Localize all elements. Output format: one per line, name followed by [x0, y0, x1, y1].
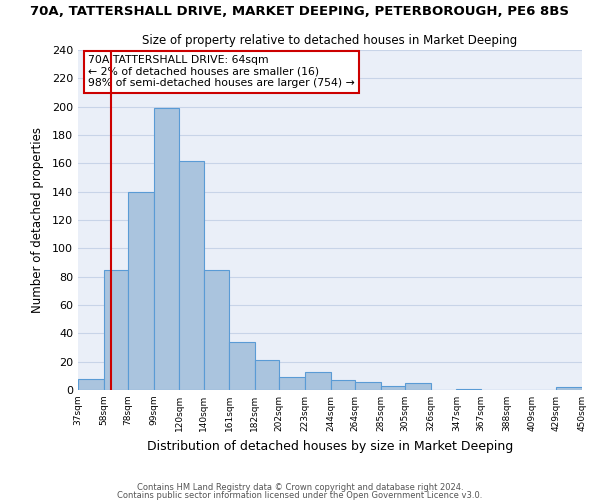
Bar	[128, 192, 154, 390]
X-axis label: Distribution of detached houses by size in Market Deeping: Distribution of detached houses by size …	[147, 440, 513, 452]
Bar	[154, 108, 179, 390]
Bar	[305, 372, 331, 390]
Bar	[405, 383, 431, 390]
Bar	[229, 342, 255, 390]
Bar	[457, 388, 481, 390]
Text: 70A TATTERSHALL DRIVE: 64sqm
← 2% of detached houses are smaller (16)
98% of sem: 70A TATTERSHALL DRIVE: 64sqm ← 2% of det…	[88, 55, 355, 88]
Title: Size of property relative to detached houses in Market Deeping: Size of property relative to detached ho…	[142, 34, 518, 48]
Text: Contains HM Land Registry data © Crown copyright and database right 2024.: Contains HM Land Registry data © Crown c…	[137, 484, 463, 492]
Bar	[355, 382, 380, 390]
Bar	[380, 386, 405, 390]
Y-axis label: Number of detached properties: Number of detached properties	[31, 127, 44, 313]
Text: 70A, TATTERSHALL DRIVE, MARKET DEEPING, PETERBOROUGH, PE6 8BS: 70A, TATTERSHALL DRIVE, MARKET DEEPING, …	[31, 5, 569, 18]
Text: Contains public sector information licensed under the Open Government Licence v3: Contains public sector information licen…	[118, 490, 482, 500]
Bar	[104, 270, 128, 390]
Bar	[331, 380, 355, 390]
Bar	[203, 270, 229, 390]
Bar	[78, 378, 104, 390]
Bar	[556, 387, 582, 390]
Bar	[179, 160, 203, 390]
Bar	[255, 360, 280, 390]
Bar	[280, 378, 305, 390]
